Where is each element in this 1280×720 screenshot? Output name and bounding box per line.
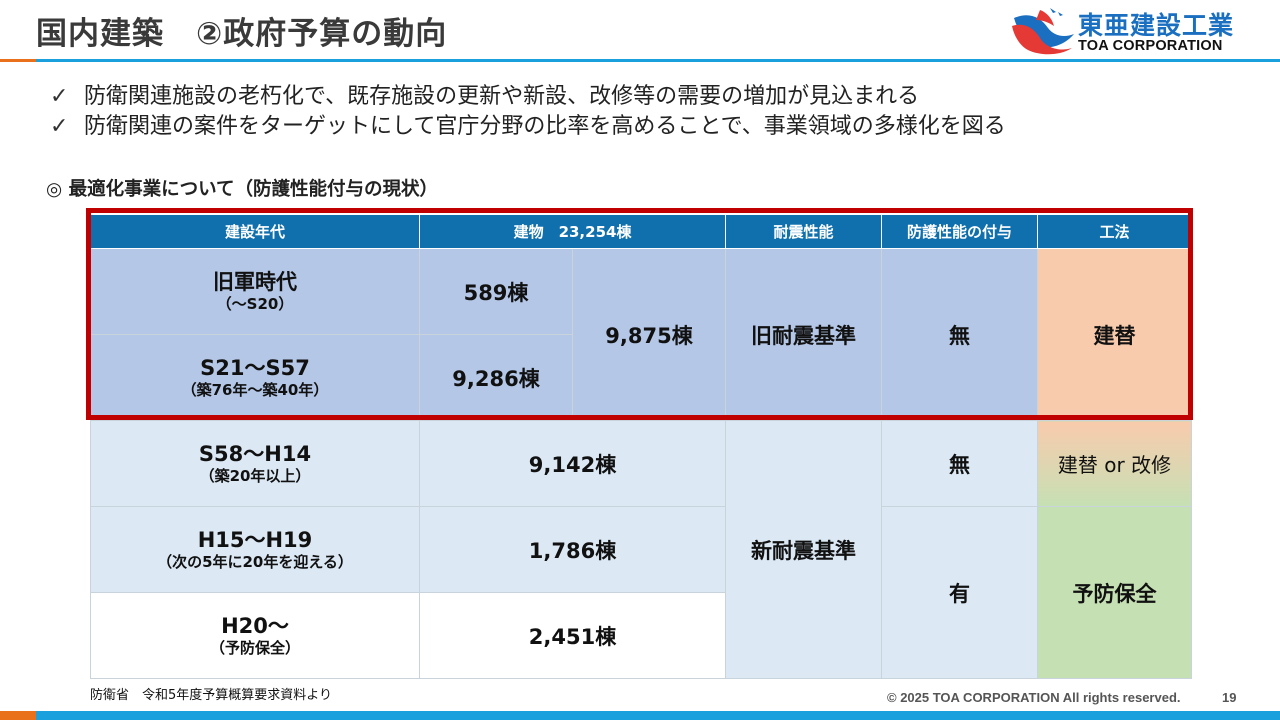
era-cell: H20～ （予防保全） bbox=[90, 592, 420, 679]
footer-bar-accent bbox=[0, 711, 36, 720]
table-row: H15～H19 （次の5年に20年を迎える） 1,786棟 有 予防保全 bbox=[90, 506, 1193, 679]
era-sublabel: （予防保全） bbox=[209, 638, 300, 657]
logo-wave-icon bbox=[1012, 8, 1074, 55]
era-cell: 旧軍時代 （～S20） bbox=[90, 248, 420, 335]
company-logo: 東亜建設工業 TOA CORPORATION bbox=[1010, 6, 1255, 58]
table-row: 旧軍時代 （～S20） 589棟 9,875棟 旧耐震基準 無 建替 bbox=[90, 248, 1193, 421]
building-count: 589棟 bbox=[419, 248, 573, 335]
seismic-new: 新耐震基準 bbox=[725, 420, 883, 679]
era-label: H20～ bbox=[221, 613, 289, 638]
footer-bar bbox=[0, 711, 1280, 720]
era-label: H15～H19 bbox=[197, 527, 313, 552]
page-title: 国内建築 ②政府予算の動向 bbox=[36, 16, 448, 52]
era-cell: H15～H19 （次の5年に20年を迎える） bbox=[90, 506, 420, 593]
header-buildings: 建物 23,254棟 bbox=[418, 214, 727, 249]
era-label: 旧軍時代 bbox=[213, 269, 297, 294]
era-sublabel: （築20年以上） bbox=[199, 466, 311, 485]
bullet-text: 防衛関連の案件をターゲットにして官庁分野の比率を高めることで、事業領域の多様化を… bbox=[84, 114, 1006, 139]
header-method: 工法 bbox=[1037, 214, 1193, 249]
protection-old: 無 bbox=[881, 248, 1039, 421]
era-label: S58～H14 bbox=[198, 441, 312, 466]
era-label: S21～S57 bbox=[200, 355, 310, 380]
table-row: S21～S57 （築76年～築40年） 9,286棟 bbox=[90, 334, 1192, 421]
table-row: H20～ （予防保全） 2,451棟 bbox=[90, 592, 1192, 679]
bullet-list: ✓ 防衛関連施設の老朽化で、既存施設の更新や新設、改修等の需要の増加が見込まれる … bbox=[50, 82, 1006, 142]
building-status-table: 建設年代 建物 23,254棟 耐震性能 防護性能の付与 工法 旧軍時代 （～S… bbox=[90, 214, 1193, 679]
header-seismic: 耐震性能 bbox=[725, 214, 883, 249]
method-preventive: 予防保全 bbox=[1037, 506, 1193, 679]
building-count: 9,286棟 bbox=[419, 334, 573, 421]
logo-text-en: TOA CORPORATION bbox=[1078, 38, 1223, 54]
era-cell: S58～H14 （築20年以上） bbox=[90, 420, 420, 507]
era-sublabel: （～S20） bbox=[216, 294, 294, 313]
title-underline bbox=[0, 59, 1280, 62]
building-count: 9,142棟 bbox=[418, 420, 727, 507]
section-heading: ◎ 最適化事業について（防護性能付与の現状） bbox=[46, 179, 439, 200]
era-sublabel: （次の5年に20年を迎える） bbox=[157, 552, 353, 571]
bullet-text: 防衛関連施設の老朽化で、既存施設の更新や新設、改修等の需要の増加が見込まれる bbox=[84, 84, 920, 109]
era-cell: S21～S57 （築76年～築40年） bbox=[90, 334, 420, 421]
bullet-item: ✓ 防衛関連の案件をターゲットにして官庁分野の比率を高めることで、事業領域の多様化… bbox=[50, 112, 1006, 142]
building-count: 2,451棟 bbox=[418, 592, 727, 679]
protection-new-none: 無 bbox=[881, 420, 1039, 507]
building-count: 1,786棟 bbox=[418, 506, 727, 593]
check-icon: ✓ bbox=[50, 84, 69, 109]
source-note: 防衛省 令和5年度予算概算要求資料より bbox=[90, 688, 333, 703]
page-number: 19 bbox=[1222, 690, 1237, 705]
bullet-item: ✓ 防衛関連施設の老朽化で、既存施設の更新や新設、改修等の需要の増加が見込まれる bbox=[50, 82, 1006, 112]
seismic-old: 旧耐震基準 bbox=[725, 248, 883, 421]
copyright: © 2025 TOA CORPORATION All rights reserv… bbox=[887, 690, 1181, 705]
check-icon: ✓ bbox=[50, 114, 69, 139]
table-row: S58～H14 （築20年以上） 9,142棟 新耐震基準 無 建替 or 改修 bbox=[90, 420, 1193, 679]
method-old: 建替 bbox=[1037, 248, 1193, 421]
method-rebuild-or-renovate: 建替 or 改修 bbox=[1037, 420, 1193, 507]
protection-yes: 有 bbox=[881, 506, 1039, 679]
header-construction-era: 建設年代 bbox=[90, 214, 420, 249]
old-subtotal: 9,875棟 bbox=[571, 248, 727, 421]
logo-text-jp: 東亜建設工業 bbox=[1078, 11, 1235, 40]
header-protection: 防護性能の付与 bbox=[881, 214, 1039, 249]
era-sublabel: （築76年～築40年） bbox=[181, 380, 329, 399]
title-underline-accent bbox=[0, 59, 36, 62]
